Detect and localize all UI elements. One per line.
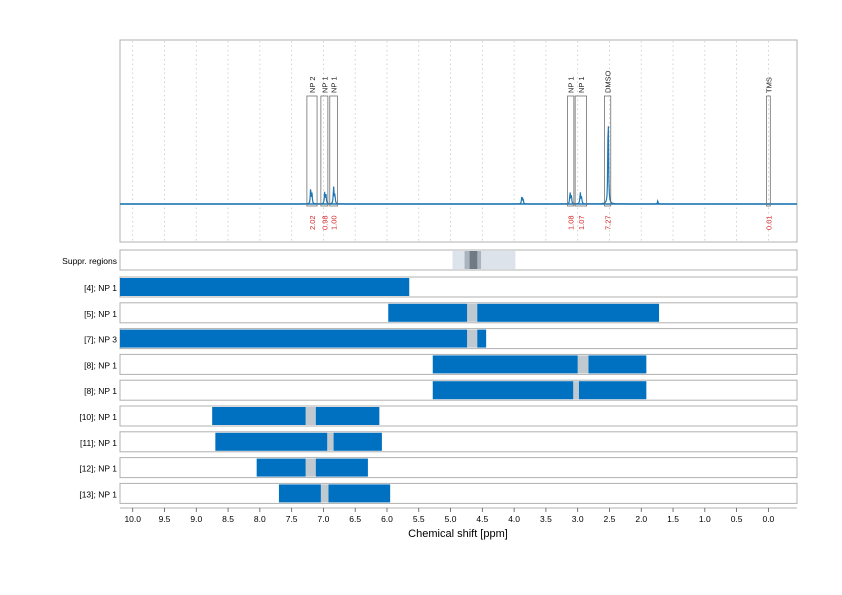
range-row: [11]; NP 1 [80,431,798,453]
range-row: [7]; NP 3 [84,328,798,350]
x-axis-label: Chemical shift [ppm] [408,528,508,540]
range-row-label: [5]; NP 1 [84,309,117,319]
range-row-label: [11]; NP 1 [80,438,117,448]
annotation-box [306,95,318,207]
suppressed-inner [469,251,478,269]
annotation-label: DMSO [604,70,613,93]
range-gap [305,458,316,477]
range-bar [432,355,578,374]
range-bar [120,329,468,348]
integral-value: 0.01 [764,215,773,230]
annotation-label: NP 1 [320,76,329,93]
x-tick-label: 6.0 [381,514,393,524]
x-axis: 10.0 9.5 9.0 8.5 8.0 7.5 7.0 6.5 6.0 5.5 5.0 4.5 4.0… [120,507,797,524]
integral-value: 2.02 [308,215,317,230]
range-gap [320,484,329,503]
annotation-label: NP 1 [567,76,576,93]
annotation-box [603,95,612,207]
range-row-label: [8]; NP 1 [84,360,117,370]
range-gap [573,381,579,400]
x-tick-label: 3.5 [540,514,552,524]
x-tick-label: 3.0 [572,514,584,524]
range-row-label: [12]; NP 1 [79,464,117,474]
range-row-label: [8]; NP 1 [84,386,117,396]
range-bar [388,303,468,322]
x-tick-label: 8.0 [254,514,266,524]
suppressed-outer [452,251,516,269]
x-tick-label: 9.0 [190,514,202,524]
range-gap [467,303,478,322]
integral-value: 0.98 [320,215,329,230]
x-tick-label: 4.5 [476,514,488,524]
x-tick-label: 2.0 [635,514,647,524]
suppressed-regions-row: Suppr. regions [62,249,798,271]
range-bar [256,458,306,477]
x-tick-label: 0.0 [762,514,774,524]
range-bar [432,381,574,400]
range-gap [467,329,478,348]
integral-value: 1.07 [577,215,586,230]
range-bar [477,329,487,348]
range-row: [10]; NP 1 [79,405,798,427]
x-tick-label: 1.0 [699,514,711,524]
x-tick-label: 5.0 [445,514,457,524]
range-row: [5]; NP 1 [84,302,798,324]
annotation-box [766,95,771,207]
range-bar [477,303,660,322]
range-row-label: [4]; NP 1 [84,283,117,293]
range-row: [8]; NP 1 [84,379,798,401]
x-tick-label: 4.0 [508,514,520,524]
annotation-box [567,95,575,207]
spectrum-panel: NP 2 2.02 NP 1 0.98 NP 1 1.00 NP 1 1.08 NP 1 1.07… [119,39,798,243]
range-row-label: [10]; NP 1 [79,412,117,422]
x-tick-label: 0.5 [731,514,743,524]
x-tick-label: 9.5 [159,514,171,524]
annotation-box [574,95,587,207]
integral-value: 1.00 [330,215,339,230]
x-tick-label: 5.5 [413,514,425,524]
integral-value: 7.27 [604,215,613,230]
range-gap [327,432,334,451]
range-bar [328,484,391,503]
range-row-label: [13]; NP 1 [79,489,117,499]
annotation-label: NP 1 [330,76,339,93]
x-tick-label: 7.0 [318,514,330,524]
range-row: [13]; NP 1 [79,482,798,504]
range-row-label: [7]; NP 3 [84,335,117,345]
annotation-label: TMS [764,77,773,93]
suppressed-label: Suppr. regions [62,256,117,266]
range-bar [578,381,647,400]
range-bar [333,432,382,451]
annotation-label: NP 2 [308,76,317,93]
range-bar [588,355,647,374]
range-rows: [4]; NP 1 [5]; NP 1 [7]; NP 3 [8]; NP 1 [8];… [79,276,798,504]
range-row: [8]; NP 1 [84,353,798,375]
x-tick-label: 7.5 [286,514,298,524]
x-tick-label: 2.5 [604,514,616,524]
range-bar [215,432,328,451]
annotation-box [320,95,329,207]
x-tick-label: 10.0 [124,514,141,524]
range-row-frame [119,482,798,504]
range-row: [12]; NP 1 [79,457,798,479]
x-tick-label: 1.5 [667,514,679,524]
x-tick-label: 6.5 [349,514,361,524]
annotation-label: NP 1 [577,76,586,93]
range-row: [4]; NP 1 [84,276,798,298]
range-row-frame [119,457,798,479]
range-bar [120,278,410,296]
range-gap [577,355,589,374]
range-bar [212,407,306,425]
spectrum-frame [119,39,798,243]
annotation-box [329,95,338,207]
range-bar [278,484,321,503]
range-bar [315,458,368,477]
x-tick-label: 8.5 [222,514,234,524]
integral-value: 1.08 [567,215,576,230]
range-bar [315,407,380,425]
range-gap [305,407,316,425]
